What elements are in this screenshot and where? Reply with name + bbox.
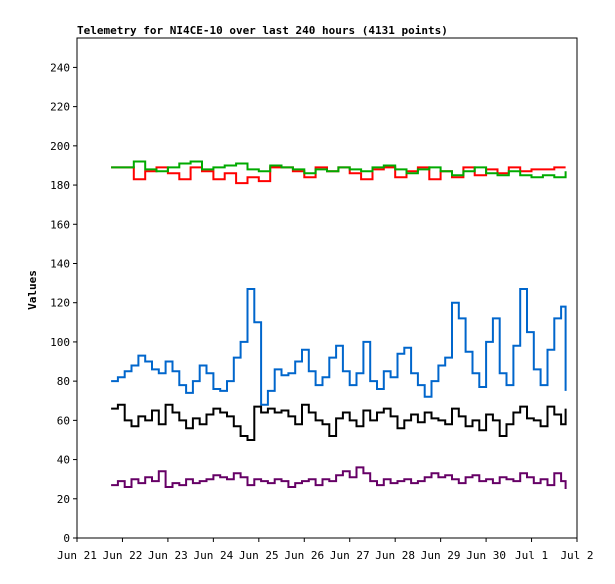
series-line-5 (111, 466, 567, 489)
x-tick-label: Jul 1 (515, 549, 548, 562)
y-axis: 0 20 40 60 80 100 120 140 160 180 200 220 240 (50, 61, 77, 545)
y-tick-label: 40 (57, 454, 70, 467)
series-layer (111, 160, 567, 489)
chart-title: Telemetry for NI4CE-10 over last 240 hou… (77, 24, 448, 37)
plot-frame (76, 37, 578, 539)
y-tick-label: 0 (63, 532, 70, 545)
series-line-4 (111, 403, 567, 441)
y-tick-label: 160 (50, 218, 70, 231)
series-line-2 (111, 160, 567, 179)
y-tick-label: 100 (50, 336, 70, 349)
x-tick-label: Jul 2 (560, 549, 593, 562)
x-tick-label: Jun 29 (421, 549, 461, 562)
y-tick-label: 180 (50, 179, 70, 192)
y-axis-label: Values (26, 270, 39, 310)
y-tick-label: 20 (57, 493, 70, 506)
x-tick-label: Jun 22 (103, 549, 143, 562)
x-tick-label: Jun 26 (284, 549, 324, 562)
series-line-3 (111, 288, 567, 406)
x-tick-label: Jun 30 (466, 549, 506, 562)
x-tick-label: Jun 21 (57, 549, 97, 562)
y-tick-label: 200 (50, 140, 70, 153)
x-tick-label: Jun 27 (330, 549, 370, 562)
y-tick-label: 120 (50, 297, 70, 310)
x-axis: Jun 21 Jun 22 Jun 23 Jun 24 Jun 25 Jun 26 Jun … (57, 538, 594, 562)
y-tick-label: 240 (50, 61, 70, 74)
x-tick-label: Jun 24 (193, 549, 233, 562)
x-tick-label: Jun 25 (239, 549, 279, 562)
y-tick-label: 140 (50, 257, 70, 270)
y-tick-label: 220 (50, 101, 70, 114)
y-tick-label: 80 (57, 375, 70, 388)
y-tick-label: 60 (57, 414, 70, 427)
x-tick-label: Jun 23 (148, 549, 188, 562)
x-tick-label: Jun 28 (375, 549, 415, 562)
